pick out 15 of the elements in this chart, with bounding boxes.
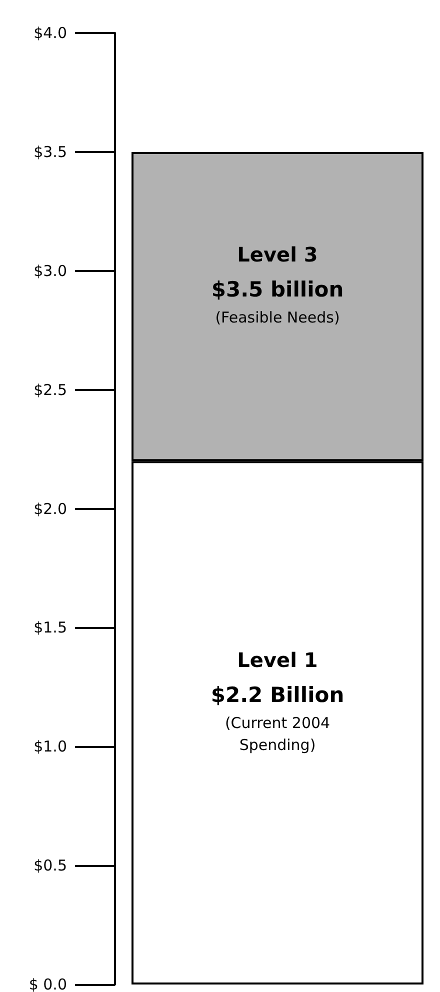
y-tick-label: $3.5	[34, 142, 67, 161]
y-tick-label: $3.0	[34, 262, 67, 280]
total-label: $3.5 billion	[211, 278, 344, 302]
y-tick-label: $ 0.0	[28, 976, 67, 992]
series-label: Level 3	[237, 242, 318, 267]
y-tick-label: $1.5	[34, 618, 67, 637]
y-tick-label: $0.5	[34, 856, 67, 875]
y-tick-label: $4.0	[34, 24, 67, 42]
annotation: (Current 2004 Spending)	[224, 714, 330, 754]
series-label: Level 1	[237, 648, 318, 672]
y-tick-label: $1.0	[34, 738, 67, 756]
data-label: $2.2 Billion	[210, 682, 344, 707]
y-tick-label: $2.0	[34, 500, 67, 518]
y-tick-label: $2.5	[34, 380, 67, 399]
annotation: (Feasible Needs)	[215, 308, 340, 327]
